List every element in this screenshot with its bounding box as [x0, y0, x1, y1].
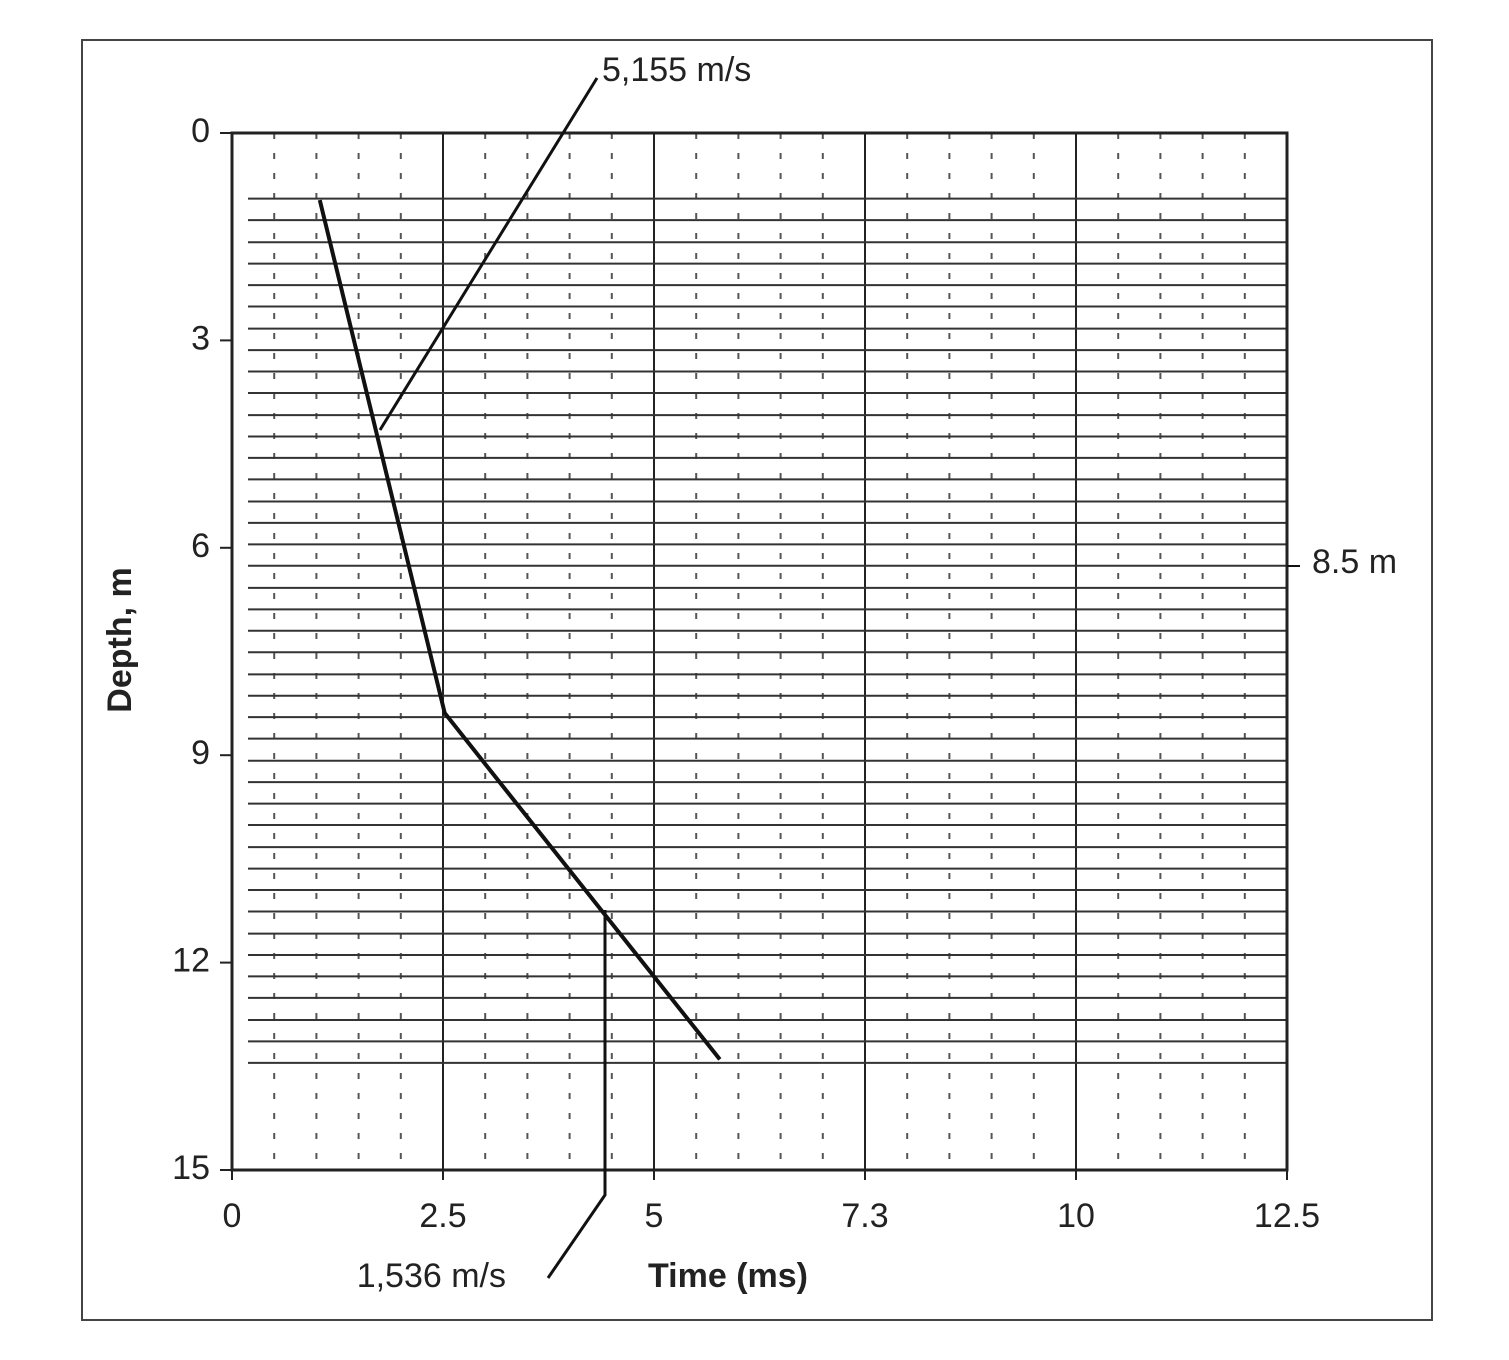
x-tick-label: 5	[645, 1197, 664, 1235]
frame	[81, 39, 1433, 1321]
annotation: 5,155 m/s	[602, 51, 751, 89]
annotation: 8.5 m	[1312, 543, 1397, 581]
x-tick-label: 7.3	[841, 1197, 888, 1235]
annotation: 1,536 m/s	[357, 1257, 506, 1295]
leader	[546, 910, 607, 1279]
leader	[378, 77, 599, 431]
x-tick-label: 12.5	[1254, 1197, 1320, 1235]
x-tick-label: 0	[223, 1197, 242, 1235]
y-tick-label: 9	[191, 734, 210, 772]
plot-frame	[230, 131, 1289, 1172]
x-tick-label: 10	[1057, 1197, 1095, 1235]
y-axis-label: Depth, m	[101, 567, 139, 712]
y-tick-label: 3	[191, 319, 210, 357]
y-tick-label: 15	[172, 1149, 210, 1187]
y-tick-label: 6	[191, 527, 210, 565]
x-tick-label: 2.5	[419, 1197, 466, 1235]
y-tick-label: 12	[172, 942, 210, 980]
x-axis-label: Time (ms)	[648, 1257, 808, 1295]
y-tick-label: 0	[191, 112, 210, 150]
velocity-pick	[317, 199, 722, 1061]
